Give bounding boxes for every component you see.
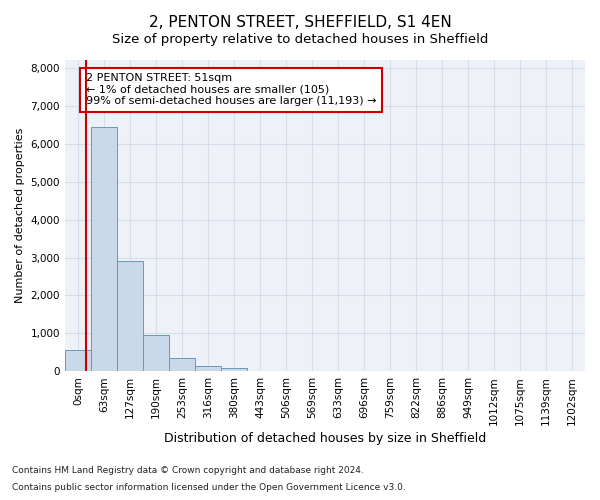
Bar	[169, 358, 195, 372]
Text: 2, PENTON STREET, SHEFFIELD, S1 4EN: 2, PENTON STREET, SHEFFIELD, S1 4EN	[149, 15, 451, 30]
Y-axis label: Number of detached properties: Number of detached properties	[15, 128, 25, 304]
Bar	[65, 350, 91, 372]
Bar	[221, 368, 247, 372]
Text: Size of property relative to detached houses in Sheffield: Size of property relative to detached ho…	[112, 32, 488, 46]
Bar	[91, 127, 117, 372]
Text: Contains HM Land Registry data © Crown copyright and database right 2024.: Contains HM Land Registry data © Crown c…	[12, 466, 364, 475]
Text: 2 PENTON STREET: 51sqm
← 1% of detached houses are smaller (105)
99% of semi-det: 2 PENTON STREET: 51sqm ← 1% of detached …	[86, 74, 376, 106]
Bar	[195, 366, 221, 372]
Bar	[143, 335, 169, 372]
Text: Contains public sector information licensed under the Open Government Licence v3: Contains public sector information licen…	[12, 484, 406, 492]
X-axis label: Distribution of detached houses by size in Sheffield: Distribution of detached houses by size …	[164, 432, 486, 445]
Bar	[117, 260, 143, 372]
